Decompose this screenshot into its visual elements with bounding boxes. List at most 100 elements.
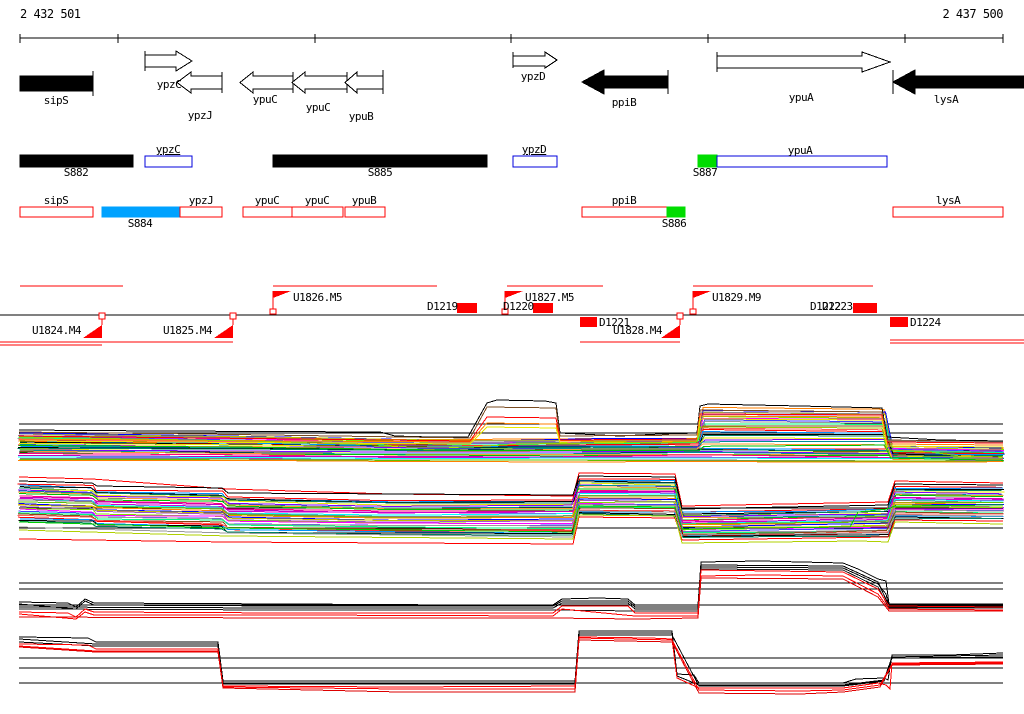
- profile-panel-2-line-2: [18, 516, 1004, 545]
- gene-sipS[interactable]: [19, 75, 94, 92]
- gene-ypuC[interactable]: [291, 70, 348, 95]
- probe-label-D1222: D1222: [810, 300, 841, 313]
- profile-panel-3-line-6: [18, 577, 1003, 620]
- profile-panel-4-line-1: [18, 632, 1004, 686]
- segment-label-ypuC: ypuC: [254, 194, 280, 207]
- segment2-S884[interactable]: [101, 206, 181, 218]
- probe-anchor-U1824.M4[interactable]: [98, 312, 106, 320]
- gene-ypzD[interactable]: [512, 51, 558, 69]
- gene-label-ypzJ: ypzJ: [187, 109, 213, 122]
- profile-panel-3-line-2: [18, 566, 1003, 610]
- probe-label-U1825.M4: U1825.M4: [163, 324, 212, 337]
- probe-label-D1223: D1223: [822, 300, 853, 313]
- segment-label-ypuC2: ypuC: [304, 194, 330, 207]
- segment-ypzD[interactable]: [512, 155, 558, 168]
- profile-panel-2-line-4: [18, 504, 1004, 533]
- gene-label-ypuB: ypuB: [348, 110, 374, 123]
- segment-label-S885: S885: [367, 166, 393, 179]
- probe-label-D1220: D1220: [503, 300, 534, 313]
- profile-panel-4-line-3: [18, 636, 1004, 691]
- segment-label-ypuB: ypuB: [351, 194, 377, 207]
- profile-panel-1-band0-line-14: [19, 458, 1004, 463]
- segment2-ppiB[interactable]: [581, 206, 668, 218]
- probe-label-D1219: D1219: [427, 300, 458, 313]
- segment-ypzC[interactable]: [144, 155, 193, 168]
- profile-panel-4-line-2: [18, 634, 1004, 687]
- segment-ypuA[interactable]: [716, 155, 888, 168]
- ruler-end-coordinate: 2 437 500: [942, 7, 1003, 21]
- probe-box-D1220[interactable]: [533, 303, 553, 313]
- profile-panel-1-line-6: [18, 426, 1004, 458]
- gene-ypuC[interactable]: [239, 70, 294, 95]
- probe-flag-U1825.M4[interactable]: [214, 325, 233, 338]
- profile-panel-2-band0-line-11: [19, 491, 1005, 523]
- probe-flag-U1824.M4[interactable]: [83, 325, 102, 338]
- profile-panel-2-line-0: [18, 472, 1004, 507]
- segment-label-ypzD: ypzD: [521, 143, 547, 156]
- segment2-sipS[interactable]: [19, 206, 94, 218]
- gene-label-ppiB: ppiB: [611, 96, 637, 109]
- gene-label-ypzC: ypzC: [156, 78, 182, 91]
- segment-S882[interactable]: [19, 154, 134, 168]
- gene-ypzC[interactable]: [144, 50, 193, 72]
- segment-label-lysA: lysA: [935, 194, 961, 207]
- segment-label-ypuA: ypuA: [787, 144, 813, 157]
- probe-label-D1224: D1224: [910, 316, 941, 329]
- segment-label-ppiB: ppiB: [611, 194, 637, 207]
- probe-box-D1219[interactable]: [457, 303, 477, 313]
- segment-label-S887: S887: [692, 166, 718, 179]
- profile-panel-2-line-3: [18, 510, 1004, 538]
- segment-label-ypzJ: ypzJ: [188, 194, 214, 207]
- segment2-lysA[interactable]: [892, 206, 1004, 218]
- ruler-start-coordinate: 2 432 501: [20, 7, 81, 21]
- profile-panel-3-line-5: [18, 574, 1004, 620]
- profile-panel-2-band0-line-5: [17, 484, 1002, 518]
- segment-label-sipS: sipS: [43, 194, 69, 207]
- profile-panel-3-line-1: [18, 564, 1003, 610]
- profile-panel-1-band0-line-15: [18, 459, 1003, 463]
- probe-anchor-U1829.M9[interactable]: [689, 308, 697, 315]
- probe-anchor-U1825.M4[interactable]: [229, 312, 237, 320]
- probe-box-D1222[interactable]: [853, 303, 877, 313]
- profile-panel-1-line-4: [18, 415, 1004, 446]
- segment-label-S884: S884: [127, 217, 153, 230]
- segment2-ypuC[interactable]: [291, 206, 344, 218]
- profile-panel-2-line-5: [18, 514, 1004, 544]
- probe-anchor-U1826.M5[interactable]: [269, 308, 277, 315]
- probe-anchor-U1828.M4[interactable]: [676, 312, 684, 320]
- probe-flag-U1829.M9[interactable]: [693, 291, 711, 298]
- probe-label-D1221: D1221: [599, 316, 630, 329]
- probe-anchor-U1827.M5[interactable]: [501, 308, 509, 315]
- segment-label-ypzC: ypzC: [155, 143, 181, 156]
- segment2-ypzJ[interactable]: [179, 206, 223, 218]
- probe-label-U1827.M5: U1827.M5: [525, 291, 574, 304]
- gene-ppiB[interactable]: [580, 69, 669, 95]
- probe-box-D1224[interactable]: [890, 317, 908, 327]
- segment-label-S882: S882: [63, 166, 89, 179]
- gene-ypuA[interactable]: [716, 51, 892, 73]
- probe-flag-U1827.M5[interactable]: [505, 291, 523, 298]
- profile-panel-2-band0-line-3: [19, 482, 1002, 517]
- probe-box-D1221[interactable]: [580, 317, 597, 327]
- segment2-S886[interactable]: [666, 206, 686, 218]
- segment-S885[interactable]: [272, 154, 488, 168]
- gene-ypuB[interactable]: [344, 70, 384, 95]
- segment2-ypuB[interactable]: [344, 206, 386, 218]
- profile-panel-2-band0-line-19: [19, 501, 1003, 531]
- segment-label-S886: S886: [661, 217, 687, 230]
- probe-label-U1828.M4: U1828.M4: [613, 324, 662, 337]
- gene-label-ypuA: ypuA: [788, 91, 814, 104]
- profile-panel-3-line-0: [18, 560, 1003, 608]
- segment2-ypuC[interactable]: [242, 206, 293, 218]
- probe-flag-U1826.M5[interactable]: [273, 291, 291, 298]
- gene-lysA[interactable]: [891, 69, 1024, 95]
- profile-panel-1-band1-line-19: [18, 444, 1004, 461]
- gene-ypzJ[interactable]: [176, 71, 223, 94]
- profile-panel-2-line-1: [18, 475, 1004, 510]
- profile-panel-1-band0-line-12: [17, 456, 1003, 460]
- gene-label-ypuC2: ypuC: [305, 101, 331, 114]
- probe-flag-U1828.M4[interactable]: [661, 325, 680, 338]
- probe-label-U1824.M4: U1824.M4: [32, 324, 81, 337]
